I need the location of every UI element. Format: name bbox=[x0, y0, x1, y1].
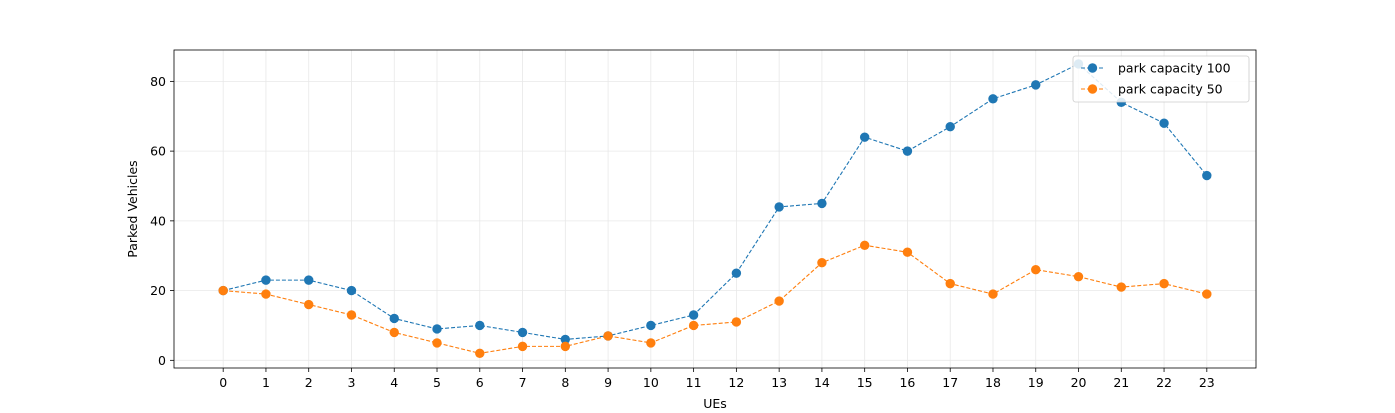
y-tick-label: 60 bbox=[150, 144, 166, 159]
x-tick-label: 20 bbox=[1071, 375, 1087, 390]
x-tick-label: 16 bbox=[899, 375, 915, 390]
data-point bbox=[475, 348, 485, 359]
data-point bbox=[945, 122, 955, 132]
y-tick-label: 40 bbox=[150, 213, 166, 228]
data-point bbox=[218, 285, 228, 296]
data-point bbox=[389, 327, 399, 338]
data-point bbox=[560, 334, 571, 345]
data-point bbox=[1031, 264, 1041, 275]
data-point bbox=[304, 299, 314, 310]
data-point bbox=[859, 240, 870, 250]
x-tick-label: 23 bbox=[1199, 375, 1215, 390]
data-point bbox=[1202, 289, 1212, 299]
y-axis-label: Parked Vehicles bbox=[125, 160, 140, 257]
grid bbox=[174, 50, 1256, 368]
x-tick-label: 13 bbox=[771, 375, 787, 390]
x-tick-label: 17 bbox=[942, 375, 958, 390]
legend-label: park capacity 50 bbox=[1118, 82, 1223, 97]
data-point bbox=[346, 285, 357, 296]
data-point bbox=[1159, 118, 1169, 128]
x-tick-label: 9 bbox=[604, 375, 612, 390]
series-1 bbox=[218, 59, 1212, 345]
data-point bbox=[774, 296, 784, 306]
y-tick-label: 80 bbox=[150, 74, 166, 89]
data-point bbox=[304, 275, 314, 285]
data-point bbox=[261, 275, 271, 285]
data-point bbox=[1073, 271, 1084, 282]
data-point bbox=[432, 324, 442, 334]
data-point bbox=[517, 341, 528, 352]
data-point bbox=[646, 338, 656, 348]
x-tick-label: 4 bbox=[390, 375, 398, 390]
series-line bbox=[223, 63, 1208, 340]
data-point bbox=[1031, 80, 1041, 90]
x-tick-label: 5 bbox=[433, 375, 441, 390]
data-point bbox=[859, 132, 870, 142]
x-tick-label: 15 bbox=[857, 375, 873, 390]
legend-item: park capacity 100 bbox=[1081, 61, 1231, 76]
series-line bbox=[223, 244, 1207, 354]
x-tick-label: 6 bbox=[476, 375, 484, 390]
series-2 bbox=[218, 240, 1212, 359]
data-point bbox=[261, 289, 271, 299]
data-point bbox=[688, 310, 699, 320]
legend-item: park capacity 50 bbox=[1081, 82, 1223, 97]
x-tick-label: 19 bbox=[1028, 375, 1044, 390]
x-tick-label: 8 bbox=[561, 375, 569, 390]
x-tick-label: 2 bbox=[305, 375, 313, 390]
legend-label: park capacity 100 bbox=[1118, 61, 1231, 76]
data-point bbox=[389, 313, 399, 324]
data-point bbox=[475, 320, 485, 331]
data-point bbox=[774, 202, 784, 212]
x-tick-label: 0 bbox=[219, 375, 227, 390]
x-tick-label: 22 bbox=[1156, 375, 1172, 390]
x-tick-label: 7 bbox=[519, 375, 527, 390]
data-point bbox=[603, 331, 613, 341]
legend-box bbox=[1072, 55, 1250, 103]
plot-frame bbox=[173, 49, 1257, 369]
y-tick-label: 20 bbox=[150, 283, 166, 298]
data-point bbox=[346, 310, 357, 320]
data-point bbox=[988, 289, 998, 299]
data-point bbox=[688, 320, 699, 331]
x-tick-label: 12 bbox=[728, 375, 744, 390]
x-tick-label: 21 bbox=[1113, 375, 1129, 390]
data-point bbox=[817, 257, 827, 268]
x-tick-label: 1 bbox=[262, 375, 270, 390]
legend-marker bbox=[1087, 63, 1098, 73]
x-axis-label: UEs bbox=[703, 396, 727, 411]
data-point bbox=[902, 247, 913, 257]
data-point bbox=[731, 317, 742, 327]
series-layer bbox=[218, 59, 1212, 359]
data-point bbox=[1202, 170, 1212, 181]
data-point bbox=[560, 341, 571, 352]
data-point bbox=[1116, 282, 1126, 292]
y-axis: 0 20 40 60 80 bbox=[150, 74, 174, 368]
data-point bbox=[988, 94, 998, 104]
legend-marker bbox=[1087, 84, 1098, 94]
data-point bbox=[817, 198, 827, 209]
data-point bbox=[945, 278, 955, 289]
x-tick-label: 11 bbox=[686, 375, 702, 390]
data-point bbox=[646, 320, 656, 331]
data-point bbox=[731, 268, 742, 278]
x-tick-label: 10 bbox=[643, 375, 659, 390]
data-point bbox=[432, 338, 442, 348]
y-tick-label: 0 bbox=[158, 353, 166, 368]
data-point bbox=[1159, 278, 1169, 289]
x-tick-label: 18 bbox=[985, 375, 1001, 390]
x-tick-label: 14 bbox=[814, 375, 830, 390]
data-point bbox=[517, 327, 528, 338]
legend: park capacity 100 park capacity 50 bbox=[1072, 55, 1250, 103]
data-point bbox=[902, 146, 913, 156]
x-axis: 0 1 2 3 4 5 6 7 8 9 10 11 12 13 14 15 16 17 18 19 20 21 22 23 bbox=[219, 368, 1215, 390]
x-tick-label: 3 bbox=[348, 375, 356, 390]
